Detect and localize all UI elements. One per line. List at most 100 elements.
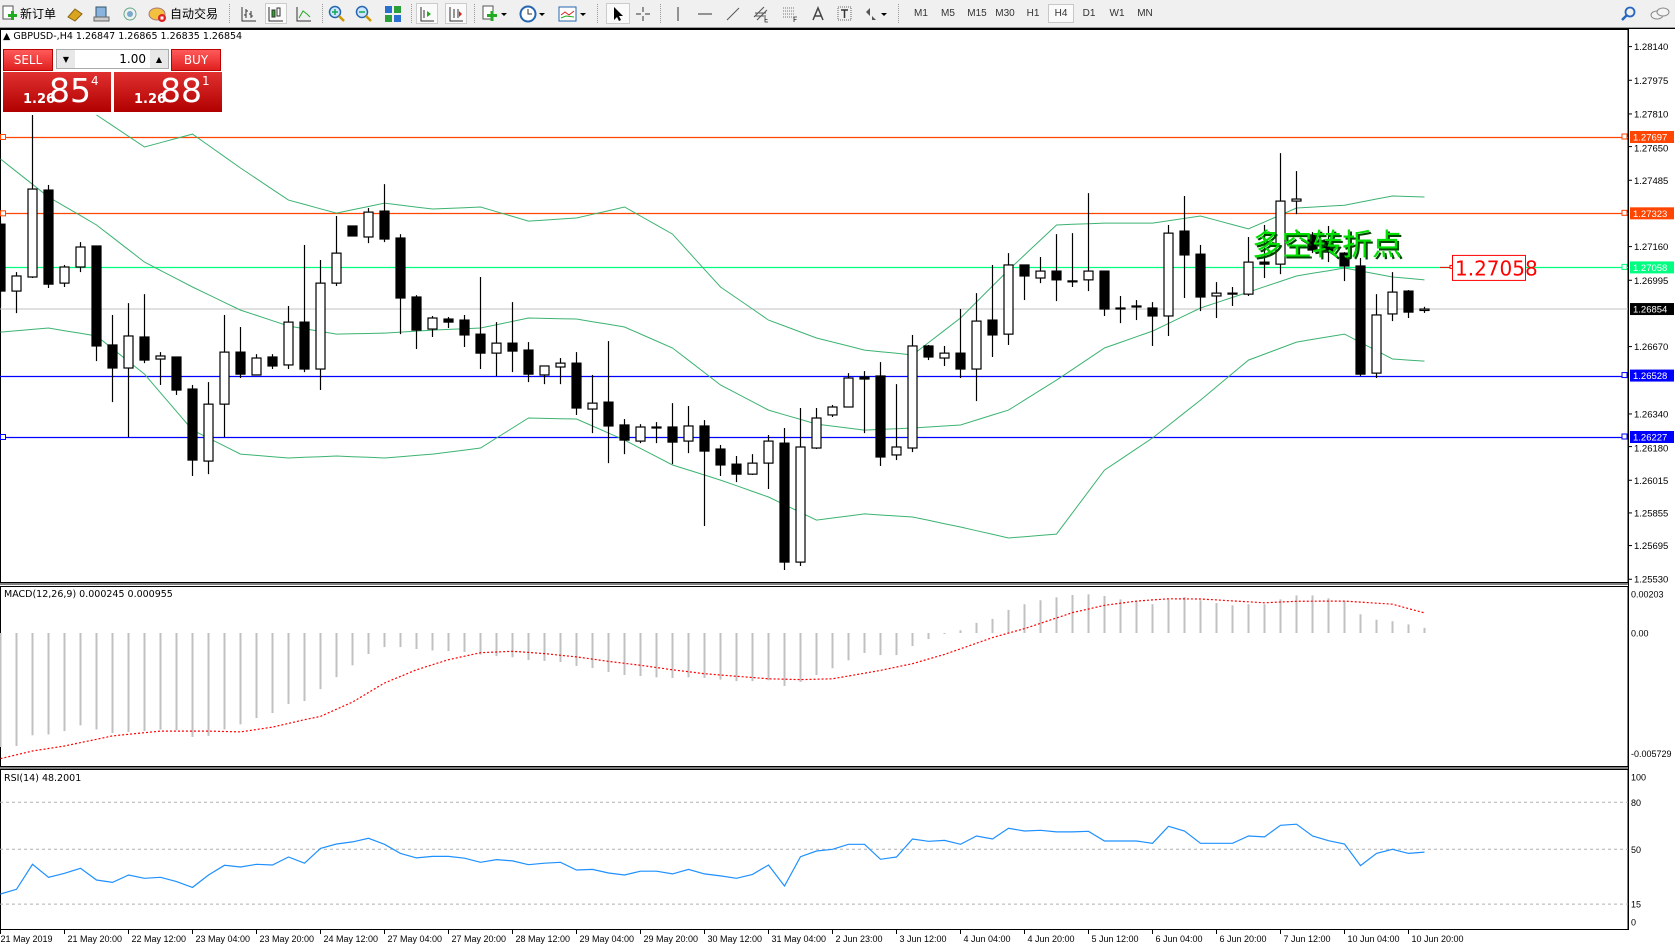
time-tick-label: 4 Jun 04:00 xyxy=(964,934,1011,944)
macd-histogram-bar xyxy=(719,633,722,680)
candle xyxy=(299,244,310,373)
timeframe-m5[interactable]: M5 xyxy=(941,8,955,19)
trendline-button[interactable] xyxy=(723,3,743,24)
macd-histogram-bar xyxy=(1423,627,1426,633)
timeframe-h1[interactable]: H1 xyxy=(1026,8,1040,19)
bull-candle-body xyxy=(1115,307,1126,310)
horizontal-line-button[interactable] xyxy=(695,3,715,24)
chart-shift-button[interactable] xyxy=(445,3,467,24)
macd-histogram-bar xyxy=(1215,602,1218,633)
bear-candle-body xyxy=(395,237,406,299)
bear-candle-body xyxy=(779,442,790,563)
vertical-line-button[interactable] xyxy=(668,3,688,24)
indicators-button[interactable] xyxy=(480,3,510,24)
time-axis: 21 May 2019 21 May 20:00 22 May 12:00 23 Ma… xyxy=(0,929,1464,944)
bear-candle-body xyxy=(715,448,726,466)
candle xyxy=(875,362,886,466)
timeframe-mn[interactable]: MN xyxy=(1137,8,1153,19)
clock-icon xyxy=(519,5,545,22)
lot-decrease-button[interactable]: ▼ xyxy=(57,50,75,68)
auto-trading-label: 自动交易 xyxy=(170,7,219,21)
candle xyxy=(1147,302,1158,346)
timeframe-w1[interactable]: W1 xyxy=(1109,8,1125,19)
level-handle xyxy=(0,433,6,440)
lot-input[interactable]: 1.00 xyxy=(119,52,146,66)
macd-histogram-bar xyxy=(783,633,786,686)
sell-button[interactable]: SELL xyxy=(3,49,53,71)
bull-candle-body xyxy=(123,335,134,369)
candle xyxy=(779,428,790,571)
zoom-in-button[interactable] xyxy=(326,3,348,24)
text-icon xyxy=(812,5,824,20)
auto-trading-button[interactable]: 自动交易 xyxy=(148,3,218,24)
bear-candle-body xyxy=(507,342,518,352)
candle xyxy=(667,403,678,465)
annotation-text: 多空转折点 xyxy=(1252,228,1402,263)
macd-histogram-bar xyxy=(735,633,738,682)
bear-candle-body xyxy=(267,356,278,367)
timeframe-m15[interactable]: M15 xyxy=(967,8,987,19)
periods-button[interactable] xyxy=(518,3,548,24)
bollinger-upper-line xyxy=(96,114,1425,356)
channel-button[interactable] xyxy=(751,3,771,24)
lot-stepper[interactable]: ▼ 1.00 ▲ xyxy=(56,49,169,69)
bull-candle-body xyxy=(811,417,822,449)
tile-windows-button[interactable] xyxy=(382,3,404,24)
bear-candle-body xyxy=(299,321,310,370)
price-tick-label: 1.26670 xyxy=(1634,342,1668,353)
cursor-tool-button[interactable] xyxy=(606,3,630,24)
macd-histogram-bar xyxy=(767,633,770,681)
timeframe-m1[interactable]: M1 xyxy=(914,8,928,19)
macd-histogram-bar xyxy=(1055,597,1058,633)
candle xyxy=(0,220,6,307)
line-chart-button[interactable] xyxy=(293,3,315,24)
toolbar-separator xyxy=(229,4,232,23)
timeframe-d1[interactable]: D1 xyxy=(1082,8,1096,19)
price-tick-label: 1.26995 xyxy=(1634,276,1668,287)
template-icon xyxy=(558,6,586,21)
candle xyxy=(187,384,198,476)
macd-histogram-bar xyxy=(415,633,418,649)
bear-candle-body xyxy=(1355,265,1366,375)
candle xyxy=(795,408,806,566)
chat-button[interactable] xyxy=(1648,3,1672,24)
buy-button[interactable]: BUY xyxy=(171,49,221,71)
arrows-button[interactable] xyxy=(862,3,890,24)
bar-chart-button[interactable] xyxy=(238,3,260,24)
macd-histogram-bar xyxy=(271,633,274,714)
bear-candle-body xyxy=(571,362,582,409)
candle xyxy=(811,408,822,450)
collapse-triangle-icon[interactable]: ▲ xyxy=(3,31,11,42)
bear-candle-body xyxy=(1051,270,1062,281)
auto-scroll-button[interactable] xyxy=(416,3,438,24)
candle xyxy=(475,276,486,370)
bear-candle-body xyxy=(107,344,118,369)
data-window-button[interactable] xyxy=(92,3,112,24)
fibonacci-button[interactable] xyxy=(780,3,800,24)
macd-histogram-bar xyxy=(543,633,546,661)
sell-price-box[interactable]: 1.26 85 4 xyxy=(3,71,111,112)
text-tool-button[interactable] xyxy=(808,3,828,24)
search-button[interactable] xyxy=(1618,3,1638,24)
crosshair-button[interactable] xyxy=(633,3,653,24)
zoom-out-button[interactable] xyxy=(353,3,375,24)
timeframe-h4[interactable]: H4 xyxy=(1048,4,1074,23)
candle xyxy=(171,356,182,395)
macd-histogram-bar xyxy=(1135,601,1138,633)
buy-price-box[interactable]: 1.26 88 1 xyxy=(114,71,222,112)
text-label-button[interactable] xyxy=(835,3,855,24)
templates-button[interactable] xyxy=(557,3,589,24)
price-tick-label: 1.26180 xyxy=(1634,443,1668,454)
macd-histogram-bar xyxy=(63,633,66,732)
market-watch-button[interactable] xyxy=(65,3,85,24)
lot-increase-button[interactable]: ▲ xyxy=(150,50,168,68)
candle xyxy=(939,345,950,366)
candlestick-chart-button[interactable] xyxy=(265,3,287,24)
macd-histogram-bar xyxy=(175,633,178,731)
timeframe-m30[interactable]: M30 xyxy=(995,8,1015,19)
new-order-button[interactable]: 新订单 xyxy=(2,3,56,24)
navigator-button[interactable] xyxy=(120,3,140,24)
candle xyxy=(1115,295,1126,324)
bear-candle-body xyxy=(923,345,934,358)
